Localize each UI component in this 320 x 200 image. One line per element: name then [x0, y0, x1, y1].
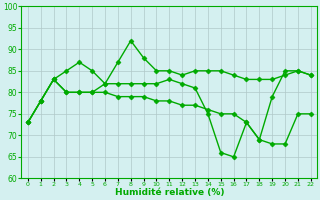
- X-axis label: Humidité relative (%): Humidité relative (%): [115, 188, 224, 197]
